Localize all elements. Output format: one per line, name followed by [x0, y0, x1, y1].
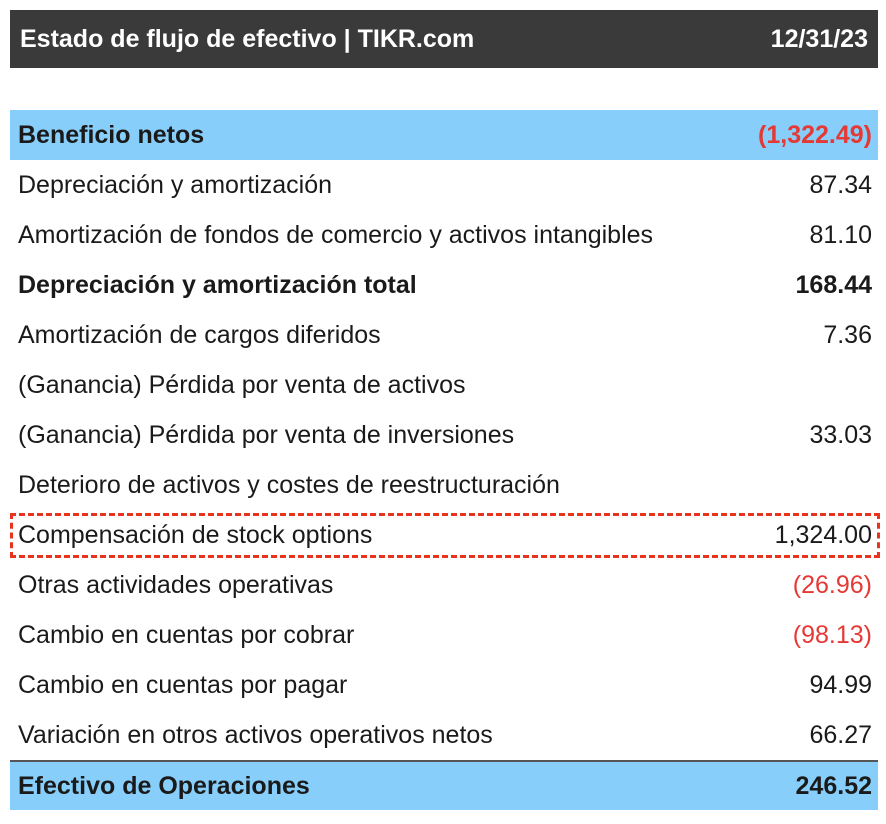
cash-flow-table: Beneficio netos (1,322.49) Depreciación …	[10, 110, 880, 810]
row-label: Variación en otros activos operativos ne…	[18, 720, 493, 749]
row-label: Amortización de fondos de comercio y act…	[18, 220, 654, 249]
row-label: Cambio en cuentas por cobrar	[18, 620, 355, 649]
row-impairment-restructuring: Deterioro de activos y costes de reestru…	[10, 460, 878, 510]
row-gain-loss-investment-sale: (Ganancia) Pérdida por venta de inversio…	[10, 410, 878, 460]
statement-title: Estado de flujo de efectivo | TIKR.com	[20, 24, 475, 53]
row-change-payables: Cambio en cuentas por pagar 94.99	[10, 660, 878, 710]
row-label: Depreciación y amortización	[18, 170, 333, 199]
row-value: (98.13)	[792, 620, 872, 649]
row-label: Efectivo de Operaciones	[18, 771, 310, 800]
row-label: Depreciación y amortización total	[18, 270, 417, 299]
statement-date: 12/31/23	[770, 24, 868, 53]
row-change-receivables: Cambio en cuentas por cobrar (98.13)	[10, 610, 878, 660]
statement-header: Estado de flujo de efectivo | TIKR.com 1…	[10, 10, 878, 68]
row-label: (Ganancia) Pérdida por venta de inversio…	[18, 420, 515, 449]
row-value: (26.96)	[792, 570, 872, 599]
row-label: Compensación de stock options	[18, 520, 373, 549]
row-stock-compensation: Compensación de stock options 1,324.00	[10, 510, 878, 560]
row-value: 87.34	[809, 170, 872, 199]
row-label: Cambio en cuentas por pagar	[18, 670, 348, 699]
row-other-net-operating-assets: Variación en otros activos operativos ne…	[10, 710, 878, 760]
row-other-operating-activities: Otras actividades operativas (26.96)	[10, 560, 878, 610]
row-value: 7.36	[823, 320, 872, 349]
row-label: Deterioro de activos y costes de reestru…	[18, 470, 560, 499]
row-value: 246.52	[795, 771, 872, 800]
row-value: 94.99	[809, 670, 872, 699]
row-value: 66.27	[809, 720, 872, 749]
row-total-depreciation-amortization: Depreciación y amortización total 168.44	[10, 260, 878, 310]
row-value: (1,322.49)	[758, 120, 872, 149]
row-value: 168.44	[795, 270, 872, 299]
row-label: Beneficio netos	[18, 120, 205, 149]
row-label: (Ganancia) Pérdida por venta de activos	[18, 370, 466, 399]
row-operating-cash-flow: Efectivo de Operaciones 246.52	[10, 760, 878, 810]
row-net-income: Beneficio netos (1,322.49)	[10, 110, 878, 160]
row-depreciation-amortization: Depreciación y amortización 87.34	[10, 160, 878, 210]
row-value: 33.03	[809, 420, 872, 449]
row-gain-loss-asset-sale: (Ganancia) Pérdida por venta de activos	[10, 360, 878, 410]
row-goodwill-intangibles-amortization: Amortización de fondos de comercio y act…	[10, 210, 878, 260]
row-deferred-charges-amortization: Amortización de cargos diferidos 7.36	[10, 310, 878, 360]
row-value: 81.10	[809, 220, 872, 249]
row-value: 1,324.00	[774, 520, 872, 549]
row-label: Amortización de cargos diferidos	[18, 320, 381, 349]
row-label: Otras actividades operativas	[18, 570, 334, 599]
